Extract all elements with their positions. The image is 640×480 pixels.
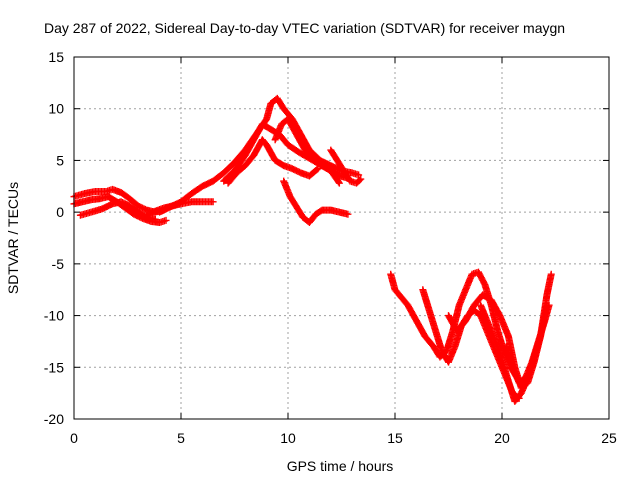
x-axis-label: GPS time / hours — [287, 458, 394, 474]
plot-frame — [73, 56, 610, 420]
data-point — [357, 175, 365, 183]
y-tick-label: -5 — [52, 256, 65, 272]
chart-title: Day 287 of 2022, Sidereal Day-to-day VTE… — [44, 20, 565, 36]
y-tick-label: 15 — [48, 49, 64, 65]
y-axis-label: SDTVAR / TECUs — [5, 182, 21, 294]
x-tick-label: 15 — [387, 430, 403, 446]
data-point — [355, 171, 363, 179]
x-tick-label: 0 — [70, 430, 78, 446]
data-point — [162, 216, 170, 224]
y-tick-label: -20 — [44, 411, 64, 427]
y-tick-label: -10 — [44, 308, 64, 324]
y-tick-label: -15 — [44, 359, 64, 375]
data-point — [151, 215, 159, 223]
data-point — [335, 178, 343, 186]
data-point — [344, 210, 352, 218]
x-tick-label: 25 — [601, 430, 617, 446]
data-point — [356, 176, 364, 184]
y-tick-label: 10 — [48, 101, 64, 117]
x-tick-label: 20 — [494, 430, 510, 446]
data-points — [70, 94, 555, 405]
x-tick-label: 10 — [280, 430, 296, 446]
data-point — [335, 179, 343, 187]
y-tick-label: 5 — [56, 152, 64, 168]
data-point — [313, 166, 321, 174]
data-point — [209, 198, 217, 206]
y-tick-label: 0 — [56, 204, 64, 220]
x-tick-label: 5 — [177, 430, 185, 446]
data-point — [547, 270, 555, 278]
data-point — [545, 301, 553, 309]
